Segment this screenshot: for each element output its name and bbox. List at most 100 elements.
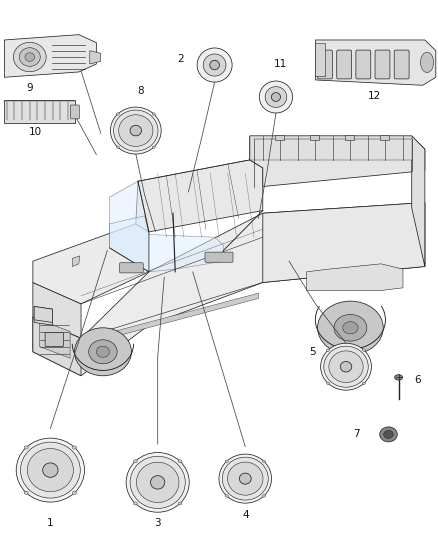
Text: 10: 10 bbox=[28, 127, 42, 137]
Ellipse shape bbox=[117, 113, 119, 115]
Ellipse shape bbox=[395, 375, 403, 380]
Ellipse shape bbox=[24, 446, 28, 449]
Polygon shape bbox=[250, 136, 412, 160]
Text: 2: 2 bbox=[177, 54, 184, 63]
Ellipse shape bbox=[340, 361, 352, 372]
Ellipse shape bbox=[363, 382, 365, 384]
Ellipse shape bbox=[327, 382, 329, 384]
Ellipse shape bbox=[72, 491, 77, 494]
Ellipse shape bbox=[130, 125, 141, 136]
Polygon shape bbox=[315, 43, 325, 76]
Text: 7: 7 bbox=[353, 430, 360, 439]
Ellipse shape bbox=[318, 301, 383, 354]
FancyBboxPatch shape bbox=[394, 50, 409, 79]
Ellipse shape bbox=[219, 454, 272, 503]
Ellipse shape bbox=[178, 460, 182, 463]
Text: 12: 12 bbox=[368, 91, 381, 101]
Polygon shape bbox=[4, 35, 96, 77]
Ellipse shape bbox=[343, 321, 358, 334]
Ellipse shape bbox=[117, 146, 119, 148]
Ellipse shape bbox=[88, 340, 117, 364]
Polygon shape bbox=[34, 306, 53, 322]
Ellipse shape bbox=[19, 48, 40, 67]
Ellipse shape bbox=[262, 460, 265, 463]
Ellipse shape bbox=[321, 343, 371, 390]
Text: 11: 11 bbox=[274, 59, 287, 69]
Ellipse shape bbox=[24, 491, 28, 494]
Polygon shape bbox=[110, 181, 149, 272]
FancyBboxPatch shape bbox=[45, 333, 64, 346]
Ellipse shape bbox=[324, 346, 368, 387]
Text: 4: 4 bbox=[242, 510, 249, 520]
Ellipse shape bbox=[72, 446, 77, 449]
Ellipse shape bbox=[265, 86, 287, 108]
Ellipse shape bbox=[126, 453, 189, 512]
Polygon shape bbox=[136, 160, 263, 232]
Ellipse shape bbox=[178, 502, 182, 505]
FancyBboxPatch shape bbox=[318, 50, 332, 79]
FancyBboxPatch shape bbox=[375, 50, 390, 79]
Ellipse shape bbox=[223, 457, 268, 500]
Ellipse shape bbox=[14, 42, 46, 72]
Ellipse shape bbox=[110, 107, 161, 154]
FancyBboxPatch shape bbox=[380, 135, 389, 140]
Text: 3: 3 bbox=[154, 518, 161, 528]
Polygon shape bbox=[39, 320, 70, 358]
Polygon shape bbox=[34, 306, 53, 325]
Polygon shape bbox=[412, 136, 425, 266]
Polygon shape bbox=[315, 40, 436, 85]
Ellipse shape bbox=[225, 495, 228, 497]
Ellipse shape bbox=[239, 473, 251, 484]
Ellipse shape bbox=[151, 475, 165, 489]
Ellipse shape bbox=[152, 113, 155, 115]
Polygon shape bbox=[110, 216, 149, 272]
Ellipse shape bbox=[329, 351, 363, 383]
Ellipse shape bbox=[327, 349, 329, 351]
Ellipse shape bbox=[197, 48, 232, 82]
Ellipse shape bbox=[384, 431, 393, 438]
Ellipse shape bbox=[380, 427, 397, 442]
FancyBboxPatch shape bbox=[71, 105, 79, 119]
Ellipse shape bbox=[210, 60, 219, 70]
Polygon shape bbox=[90, 51, 101, 64]
FancyBboxPatch shape bbox=[345, 135, 354, 140]
Polygon shape bbox=[149, 235, 223, 272]
Text: 9: 9 bbox=[26, 83, 33, 93]
FancyBboxPatch shape bbox=[275, 135, 284, 140]
Ellipse shape bbox=[259, 81, 293, 113]
Polygon shape bbox=[88, 293, 258, 344]
Polygon shape bbox=[33, 282, 81, 338]
Ellipse shape bbox=[42, 463, 58, 478]
FancyBboxPatch shape bbox=[356, 50, 371, 79]
Ellipse shape bbox=[25, 53, 35, 61]
Text: 8: 8 bbox=[138, 86, 145, 96]
Ellipse shape bbox=[134, 460, 137, 463]
Polygon shape bbox=[33, 203, 425, 376]
Ellipse shape bbox=[96, 346, 110, 357]
Ellipse shape bbox=[203, 54, 226, 76]
Ellipse shape bbox=[113, 110, 158, 151]
Ellipse shape bbox=[420, 52, 434, 72]
Ellipse shape bbox=[16, 438, 85, 502]
Text: 5: 5 bbox=[309, 347, 315, 357]
FancyBboxPatch shape bbox=[4, 100, 75, 123]
Polygon shape bbox=[72, 256, 80, 266]
Polygon shape bbox=[33, 317, 81, 376]
Ellipse shape bbox=[228, 462, 263, 495]
Ellipse shape bbox=[130, 456, 185, 508]
FancyBboxPatch shape bbox=[120, 263, 143, 273]
Ellipse shape bbox=[136, 462, 179, 503]
Polygon shape bbox=[33, 224, 149, 304]
Ellipse shape bbox=[272, 93, 280, 101]
Ellipse shape bbox=[363, 349, 365, 351]
Polygon shape bbox=[250, 136, 425, 187]
Ellipse shape bbox=[21, 442, 80, 498]
Text: 1: 1 bbox=[47, 518, 54, 528]
Ellipse shape bbox=[134, 502, 137, 505]
FancyBboxPatch shape bbox=[205, 252, 233, 262]
Ellipse shape bbox=[225, 460, 228, 463]
Text: 6: 6 bbox=[414, 375, 420, 385]
Ellipse shape bbox=[262, 495, 265, 497]
FancyBboxPatch shape bbox=[337, 50, 352, 79]
Ellipse shape bbox=[334, 314, 367, 341]
